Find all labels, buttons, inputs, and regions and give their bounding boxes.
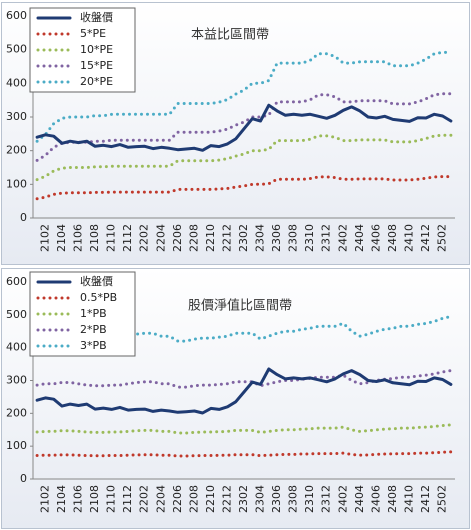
x-tick-label: 2102 [38, 485, 51, 513]
series-line [35, 423, 453, 435]
legend-box [29, 271, 136, 357]
series-line [35, 369, 453, 389]
chart-title: 股價淨值比區間帶 [188, 298, 292, 314]
x-tick-label: 2406 [369, 224, 382, 252]
series-line [35, 133, 453, 182]
x-tick-label: 2304 [254, 485, 267, 513]
series-line [35, 50, 453, 143]
x-tick-label: 2312 [320, 224, 333, 252]
legend-label: 5*PE [80, 27, 106, 40]
y-tick-label: 400 [6, 341, 27, 354]
x-tick-label: 2310 [303, 485, 316, 513]
chart-title: 本益比區間帶 [191, 28, 269, 43]
series-line [35, 175, 453, 201]
y-tick-label: 300 [6, 110, 27, 123]
y-tick-label: 500 [6, 308, 27, 321]
y-tick-label: 0 [20, 211, 27, 224]
x-tick-label: 2310 [303, 224, 316, 252]
legend-label: 0.5*PB [80, 291, 117, 304]
x-tick-label: 2206 [171, 485, 184, 513]
x-tick-label: 2312 [320, 485, 333, 513]
x-tick-label: 2108 [88, 224, 101, 252]
x-tick-label: 2212 [220, 224, 233, 252]
y-tick-label: 200 [6, 144, 27, 157]
x-tick-label: 2104 [55, 485, 68, 513]
x-tick-label: 2102 [38, 224, 51, 252]
x-tick-label: 2306 [270, 224, 283, 252]
x-tick-label: 2202 [138, 485, 151, 513]
x-tick-label: 2112 [121, 485, 134, 513]
y-tick-label: 100 [6, 177, 27, 190]
x-tick-label: 2308 [287, 485, 300, 513]
x-tick-label: 2302 [237, 224, 250, 252]
series-line [35, 103, 453, 152]
y-tick-label: 300 [6, 374, 27, 387]
y-tick-label: 400 [6, 76, 27, 89]
x-tick-label: 2210 [204, 224, 217, 252]
x-tick-label: 2112 [121, 224, 134, 252]
x-tick-label: 2412 [419, 485, 432, 513]
series-line [35, 315, 453, 343]
legend-label: 15*PE [80, 59, 113, 72]
x-tick-label: 2402 [336, 485, 349, 513]
x-tick-label: 2110 [105, 224, 118, 252]
legend-label: 10*PE [80, 43, 113, 56]
series-line [35, 367, 453, 415]
legend-label: 20*PE [80, 75, 113, 88]
y-tick-label: 600 [6, 9, 27, 22]
x-tick-label: 2406 [369, 485, 382, 513]
x-tick-label: 2202 [138, 224, 151, 252]
x-tick-label: 2502 [436, 224, 449, 252]
x-tick-label: 2306 [270, 485, 283, 513]
x-tick-label: 2108 [88, 485, 101, 513]
x-tick-label: 2206 [171, 224, 184, 252]
x-tick-label: 2402 [336, 224, 349, 252]
legend-box [29, 7, 136, 93]
y-tick-label: 500 [6, 43, 27, 56]
y-tick-label: 200 [6, 406, 27, 419]
y-tick-label: 600 [6, 275, 27, 288]
x-tick-label: 2410 [402, 224, 415, 252]
x-tick-label: 2408 [386, 485, 399, 513]
x-tick-label: 2204 [154, 224, 167, 252]
x-tick-label: 2208 [187, 224, 200, 252]
x-tick-label: 2308 [287, 224, 300, 252]
x-tick-label: 2212 [220, 485, 233, 513]
y-tick-label: 100 [6, 439, 27, 452]
x-tick-label: 2106 [72, 485, 85, 513]
x-tick-label: 2110 [105, 485, 118, 513]
legend-label: 1*PB [80, 307, 107, 320]
legend-label: 收盤價 [80, 274, 113, 288]
legend-label: 2*PB [80, 323, 107, 336]
y-tick-label: 0 [20, 472, 27, 485]
x-tick-label: 2412 [419, 224, 432, 252]
x-tick-label: 2106 [72, 224, 85, 252]
x-tick-label: 2502 [436, 485, 449, 513]
x-tick-label: 2408 [386, 224, 399, 252]
x-tick-label: 2204 [154, 485, 167, 513]
x-tick-label: 2410 [402, 485, 415, 513]
x-tick-label: 2404 [353, 485, 366, 513]
legend-label: 3*PB [80, 339, 107, 352]
x-tick-label: 2208 [187, 485, 200, 513]
x-tick-label: 2302 [237, 485, 250, 513]
legend-label: 收盤價 [80, 10, 113, 24]
x-tick-label: 2404 [353, 224, 366, 252]
x-tick-label: 2104 [55, 224, 68, 252]
x-tick-label: 2304 [254, 224, 267, 252]
x-tick-label: 2210 [204, 485, 217, 513]
